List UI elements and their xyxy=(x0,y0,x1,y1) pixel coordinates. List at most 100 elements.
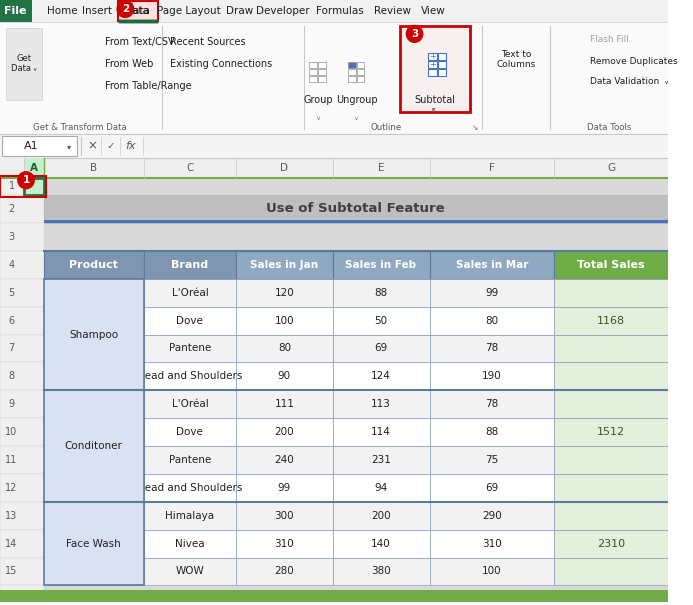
Text: 2: 2 xyxy=(8,204,15,214)
Bar xyxy=(44,307,143,335)
Bar xyxy=(348,62,356,68)
Text: +: + xyxy=(430,52,437,61)
Text: E: E xyxy=(378,163,384,173)
Bar xyxy=(333,502,430,529)
Bar xyxy=(0,558,44,586)
Bar xyxy=(24,159,44,178)
Bar xyxy=(44,178,668,195)
Text: B: B xyxy=(90,163,97,173)
Bar xyxy=(0,22,668,134)
Text: Subtotal: Subtotal xyxy=(414,94,455,105)
Bar xyxy=(333,307,430,335)
Bar xyxy=(430,279,554,307)
Text: Home: Home xyxy=(47,6,78,16)
Bar xyxy=(554,529,668,558)
Bar xyxy=(143,558,236,586)
Bar xyxy=(310,69,317,74)
Text: Head and Shoulders: Head and Shoulders xyxy=(137,483,243,493)
Bar xyxy=(44,279,143,390)
Text: A: A xyxy=(30,163,37,173)
Text: 1512: 1512 xyxy=(597,427,625,437)
Bar xyxy=(44,586,668,605)
Text: View: View xyxy=(421,6,446,16)
Bar xyxy=(143,502,236,529)
Bar xyxy=(24,178,44,195)
Text: 78: 78 xyxy=(485,344,498,353)
Text: Sales in Feb: Sales in Feb xyxy=(345,260,416,270)
Bar xyxy=(333,362,430,390)
Text: 3: 3 xyxy=(8,232,15,242)
Bar xyxy=(143,474,236,502)
Text: 13: 13 xyxy=(6,511,18,521)
Text: Page Layout: Page Layout xyxy=(157,6,221,16)
Bar xyxy=(236,362,333,390)
Bar xyxy=(348,76,356,82)
Bar xyxy=(44,502,143,529)
Bar xyxy=(333,390,430,418)
Bar xyxy=(44,251,143,279)
Text: 12: 12 xyxy=(6,483,18,493)
Bar xyxy=(554,558,668,586)
Text: Shampoo: Shampoo xyxy=(69,330,118,339)
Bar xyxy=(310,62,317,68)
Bar xyxy=(44,558,143,586)
Text: 2: 2 xyxy=(122,4,129,14)
Text: Brand: Brand xyxy=(171,260,209,270)
Bar xyxy=(430,335,554,362)
Bar xyxy=(143,529,236,558)
Text: 14: 14 xyxy=(6,538,18,549)
Bar xyxy=(357,62,365,68)
Text: 15: 15 xyxy=(6,566,18,577)
Bar xyxy=(236,307,333,335)
Text: 11: 11 xyxy=(6,455,18,465)
Text: Himalaya: Himalaya xyxy=(166,511,215,521)
Bar xyxy=(0,176,46,197)
Text: 88: 88 xyxy=(485,427,498,437)
Text: 6: 6 xyxy=(8,316,15,325)
Text: Sales in Mar: Sales in Mar xyxy=(455,260,528,270)
Bar xyxy=(0,418,44,446)
Bar xyxy=(348,69,356,74)
Bar xyxy=(0,279,44,307)
Bar xyxy=(236,502,333,529)
Text: 380: 380 xyxy=(371,566,391,577)
Text: 1: 1 xyxy=(22,175,30,185)
Bar xyxy=(0,195,44,223)
Text: 10: 10 xyxy=(6,427,18,437)
Text: Dove: Dove xyxy=(177,427,203,437)
Text: Pantene: Pantene xyxy=(169,455,211,465)
Bar xyxy=(554,362,668,390)
Bar xyxy=(430,251,554,279)
Text: From Web: From Web xyxy=(105,59,153,69)
Text: G: G xyxy=(607,163,615,173)
Text: 200: 200 xyxy=(371,511,391,521)
Bar xyxy=(0,159,24,178)
Bar xyxy=(0,590,668,603)
Bar xyxy=(554,279,668,307)
Bar xyxy=(430,474,554,502)
Text: From Table/Range: From Table/Range xyxy=(105,80,192,91)
Text: 16: 16 xyxy=(6,594,18,604)
Bar xyxy=(554,251,668,279)
Bar xyxy=(0,502,44,529)
Bar xyxy=(428,53,437,60)
Bar xyxy=(333,558,430,586)
Bar xyxy=(236,390,333,418)
Bar xyxy=(44,335,143,362)
Bar xyxy=(143,362,236,390)
Bar xyxy=(554,418,668,446)
Text: Data Tools: Data Tools xyxy=(587,123,631,132)
Bar xyxy=(143,251,236,279)
Bar xyxy=(118,1,158,21)
Text: ᵥ: ᵥ xyxy=(317,113,320,122)
Bar xyxy=(554,502,668,529)
Bar xyxy=(554,390,668,418)
Text: Insert: Insert xyxy=(82,6,112,16)
Text: Existing Connections: Existing Connections xyxy=(170,59,272,69)
Text: 310: 310 xyxy=(482,538,502,549)
Text: 200: 200 xyxy=(274,427,295,437)
Bar xyxy=(44,529,143,558)
Text: 240: 240 xyxy=(274,455,295,465)
Bar xyxy=(44,220,668,223)
Bar xyxy=(438,60,446,68)
